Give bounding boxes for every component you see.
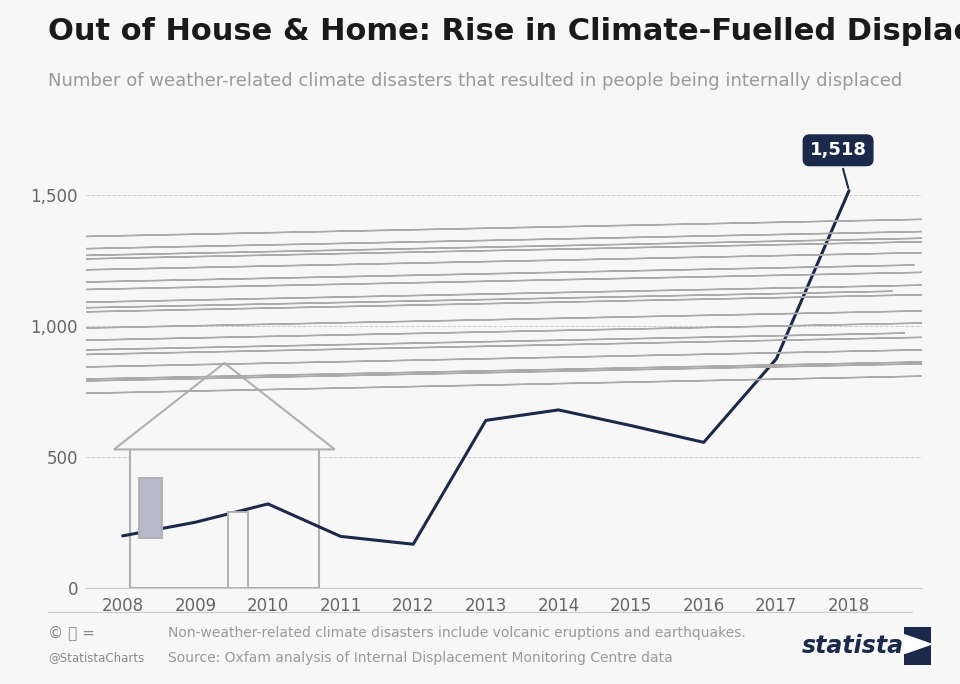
Ellipse shape <box>0 362 960 391</box>
Ellipse shape <box>0 231 948 259</box>
Text: Non-weather-related climate disasters include volcanic eruptions and earthquakes: Non-weather-related climate disasters in… <box>168 626 746 640</box>
Text: Out of House & Home: Rise in Climate-Fuelled Displacement: Out of House & Home: Rise in Climate-Fue… <box>48 17 960 46</box>
Ellipse shape <box>0 270 960 299</box>
Ellipse shape <box>0 218 960 246</box>
Polygon shape <box>904 635 931 654</box>
Text: 1,518: 1,518 <box>809 142 867 188</box>
Ellipse shape <box>0 323 941 351</box>
Ellipse shape <box>0 252 958 280</box>
Ellipse shape <box>0 310 960 338</box>
Ellipse shape <box>0 333 905 362</box>
Text: statista: statista <box>802 634 903 659</box>
Ellipse shape <box>0 265 914 293</box>
Bar <box>228 512 249 588</box>
Ellipse shape <box>0 375 960 404</box>
Ellipse shape <box>0 336 960 364</box>
Text: @StatistaCharts: @StatistaCharts <box>48 651 144 665</box>
Bar <box>130 449 319 588</box>
Ellipse shape <box>0 349 960 377</box>
Ellipse shape <box>0 236 960 265</box>
Ellipse shape <box>0 362 922 391</box>
Bar <box>138 478 162 538</box>
Bar <box>186 402 195 449</box>
Ellipse shape <box>0 294 960 322</box>
Text: © ⓘ =: © ⓘ = <box>48 625 95 640</box>
Polygon shape <box>114 363 335 449</box>
Text: Source: Oxfam analysis of Internal Displacement Monitoring Centre data: Source: Oxfam analysis of Internal Displ… <box>168 651 673 665</box>
Ellipse shape <box>0 291 893 319</box>
Ellipse shape <box>0 283 960 312</box>
Text: Number of weather-related climate disasters that resulted in people being intern: Number of weather-related climate disast… <box>48 72 902 90</box>
Ellipse shape <box>0 241 936 270</box>
